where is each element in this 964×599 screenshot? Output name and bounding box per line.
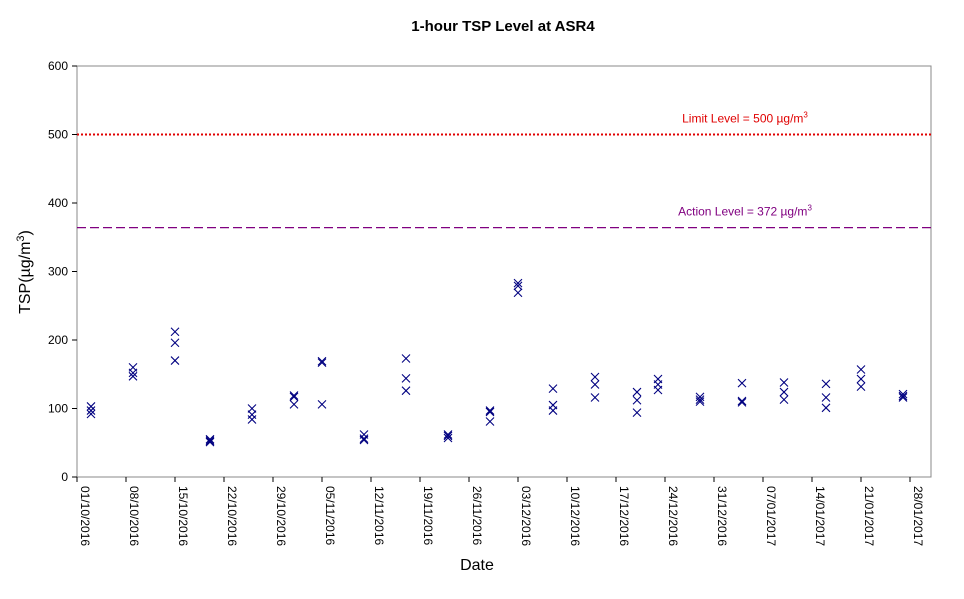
x-tick-label: 22/10/2016 xyxy=(225,486,239,546)
data-point xyxy=(632,408,642,417)
data-point xyxy=(128,368,138,378)
data-point xyxy=(898,391,908,401)
data-point xyxy=(856,365,866,374)
data-point xyxy=(590,372,600,382)
data-point xyxy=(401,373,411,383)
data-point xyxy=(86,406,96,415)
data-point xyxy=(821,403,831,413)
y-tick-label: 0 xyxy=(61,470,68,484)
x-tick-label: 29/10/2016 xyxy=(274,486,288,546)
data-point xyxy=(590,393,600,402)
x-tick-label: 24/12/2016 xyxy=(666,486,680,546)
y-axis-title-main: TSP(µg/m xyxy=(17,242,34,314)
data-point xyxy=(513,281,523,291)
data-point xyxy=(289,392,299,402)
data-point xyxy=(632,395,642,405)
data-point xyxy=(205,434,215,444)
data-point xyxy=(359,434,369,444)
data-point xyxy=(737,378,747,388)
data-point xyxy=(548,406,558,415)
reference-line-label: Limit Level = 500 µg/m3 xyxy=(682,111,808,126)
x-tick-label: 12/11/2016 xyxy=(372,486,386,545)
y-axis-title-sup: 3 xyxy=(15,235,27,241)
data-point xyxy=(695,395,705,404)
x-tick-label: 21/01/2017 xyxy=(862,486,876,546)
data-point xyxy=(653,385,663,395)
data-point xyxy=(779,395,789,404)
x-tick-label: 26/11/2016 xyxy=(470,486,484,545)
x-tick-label: 03/12/2016 xyxy=(519,486,533,546)
data-point xyxy=(548,384,558,394)
x-tick-label: 15/10/2016 xyxy=(176,486,190,546)
data-point xyxy=(205,437,215,447)
data-point xyxy=(485,406,495,415)
data-point xyxy=(443,431,453,441)
data-point xyxy=(128,371,138,381)
data-point xyxy=(86,402,96,411)
data-point xyxy=(513,288,523,298)
data-point xyxy=(898,393,908,402)
data-point xyxy=(401,386,411,396)
y-tick-label: 600 xyxy=(48,59,68,73)
x-tick-label: 14/01/2017 xyxy=(813,486,827,546)
x-axis: 01/10/2016 08/10/2016 15/10/2016 22/10/2016… xyxy=(76,477,925,546)
data-point xyxy=(695,397,705,407)
data-point xyxy=(170,327,180,337)
x-tick-label: 10/12/2016 xyxy=(568,486,582,546)
data-point xyxy=(170,338,180,348)
data-point xyxy=(779,387,789,397)
data-point xyxy=(359,435,369,445)
y-tick-label: 500 xyxy=(48,128,68,142)
data-point xyxy=(401,354,411,363)
data-point xyxy=(821,393,831,402)
y-tick-label: 300 xyxy=(48,265,68,279)
x-tick-label: 07/01/2017 xyxy=(764,486,778,546)
data-points xyxy=(86,278,908,447)
data-point xyxy=(170,356,180,365)
x-tick-label: 08/10/2016 xyxy=(127,486,141,546)
y-tick-label: 100 xyxy=(48,402,68,416)
data-point xyxy=(205,436,215,446)
data-point xyxy=(737,396,747,406)
x-tick-label: 28/01/2017 xyxy=(911,486,925,546)
y-axis-title: TSP(µg/m3) xyxy=(15,230,34,314)
data-point xyxy=(485,407,495,417)
data-point xyxy=(443,430,453,439)
data-point xyxy=(247,415,257,424)
data-point xyxy=(317,358,327,367)
data-point xyxy=(632,387,642,397)
x-tick-label: 17/12/2016 xyxy=(617,486,631,546)
data-point xyxy=(443,433,453,443)
x-tick-label: 05/11/2016 xyxy=(323,486,337,545)
y-tick-label: 200 xyxy=(48,333,68,347)
x-tick-label: 01/10/2016 xyxy=(78,486,92,546)
x-tick-label: 19/11/2016 xyxy=(421,486,435,545)
data-point xyxy=(485,417,495,426)
data-point xyxy=(737,397,747,407)
reference-lines: Limit Level = 500 µg/m3 Action Level = 37… xyxy=(77,111,931,229)
data-point xyxy=(821,379,831,389)
data-point xyxy=(590,380,600,389)
data-point xyxy=(317,356,327,366)
data-point xyxy=(247,404,257,413)
data-point xyxy=(856,374,866,384)
data-point xyxy=(289,391,299,400)
y-axis-title-tail: ) xyxy=(17,230,34,235)
data-point xyxy=(779,378,789,387)
data-point xyxy=(317,400,327,409)
y-axis: 0 100 200 300 400 500 600 xyxy=(48,59,77,484)
x-axis-title: Date xyxy=(460,557,494,574)
reference-line-label: Action Level = 372 µg/m3 xyxy=(678,204,812,219)
data-point xyxy=(289,400,299,409)
data-point xyxy=(86,409,96,419)
data-point xyxy=(513,278,523,288)
data-point xyxy=(856,382,866,391)
chart-title: 1-hour TSP Level at ASR4 xyxy=(411,18,595,35)
data-point xyxy=(898,389,908,399)
x-tick-label: 31/12/2016 xyxy=(715,486,729,546)
y-tick-label: 400 xyxy=(48,196,68,210)
